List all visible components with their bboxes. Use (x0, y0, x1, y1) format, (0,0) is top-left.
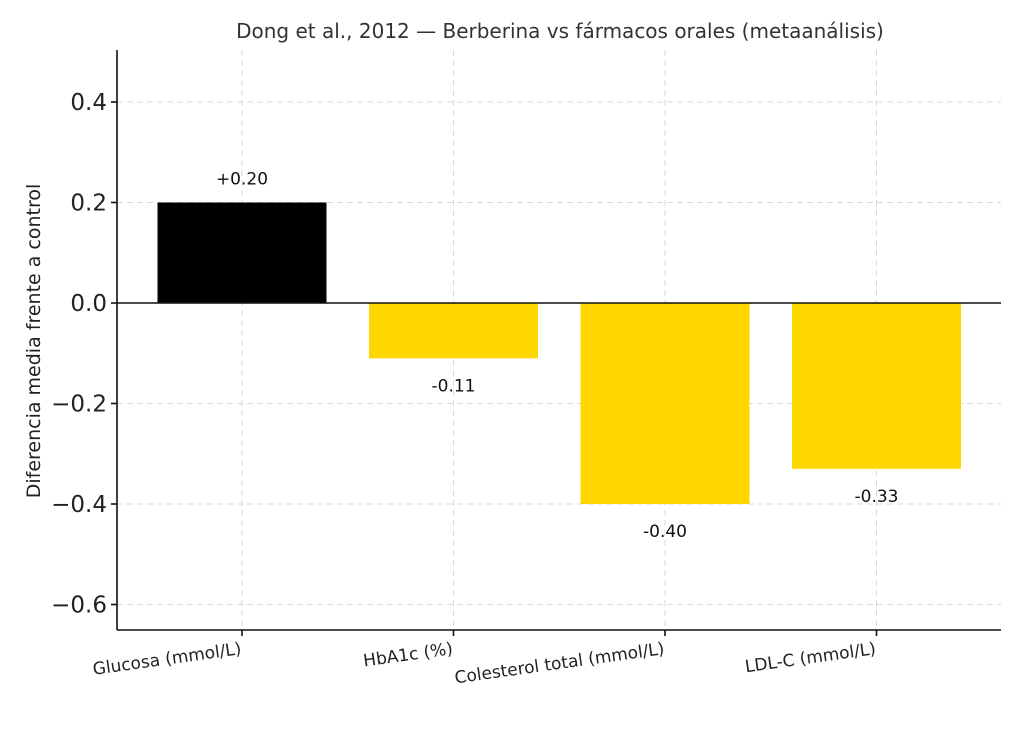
x-tick-label: HbA1c (%) (362, 639, 454, 671)
y-tick-label: −0.6 (51, 593, 107, 619)
data-labels: +0.20 -0.11 -0.40 -0.33 (216, 170, 899, 543)
bar (792, 303, 961, 469)
y-axis-label: Diferencia media frente a control (23, 184, 45, 499)
x-tick-label: Colesterol total (mmol/L) (453, 639, 665, 688)
data-label: -0.40 (643, 522, 687, 542)
data-label: +0.20 (216, 170, 268, 190)
y-tick-label: −0.4 (51, 492, 107, 518)
bar (580, 303, 750, 504)
chart-title: Dong et al., 2012 — Berberina vs fármaco… (236, 19, 884, 43)
bars (157, 202, 961, 504)
y-tick-label: 0.0 (70, 291, 107, 317)
y-tick-label: 0.2 (70, 191, 107, 217)
y-tick-label: −0.2 (51, 392, 107, 418)
bar (157, 202, 327, 303)
y-tick-label: 0.4 (70, 90, 107, 116)
x-tick-label: LDL-C (mmol/L) (744, 639, 877, 677)
x-tick-label: Glucosa (mmol/L) (92, 639, 243, 680)
data-label: -0.11 (432, 376, 476, 396)
data-label: -0.33 (855, 487, 899, 507)
bar (369, 303, 538, 359)
